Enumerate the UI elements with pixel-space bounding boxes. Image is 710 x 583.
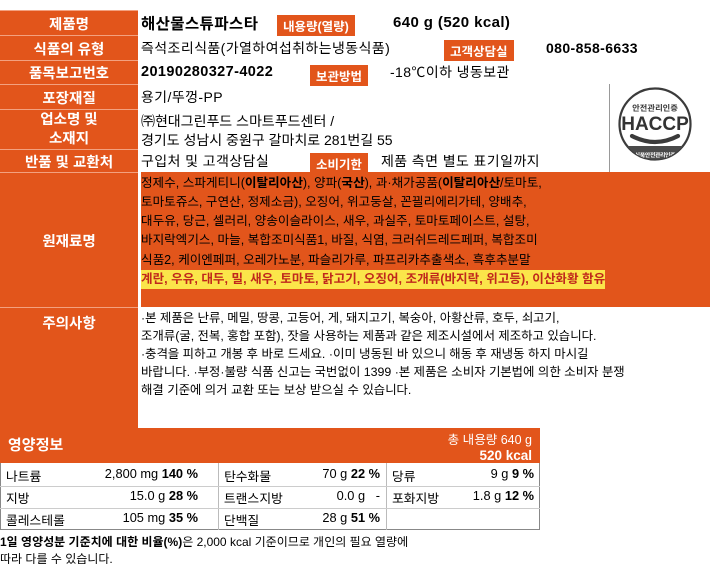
svg-text:HACCP: HACCP: [621, 114, 689, 135]
svg-text:안전관리인증: 안전관리인증: [632, 102, 678, 114]
